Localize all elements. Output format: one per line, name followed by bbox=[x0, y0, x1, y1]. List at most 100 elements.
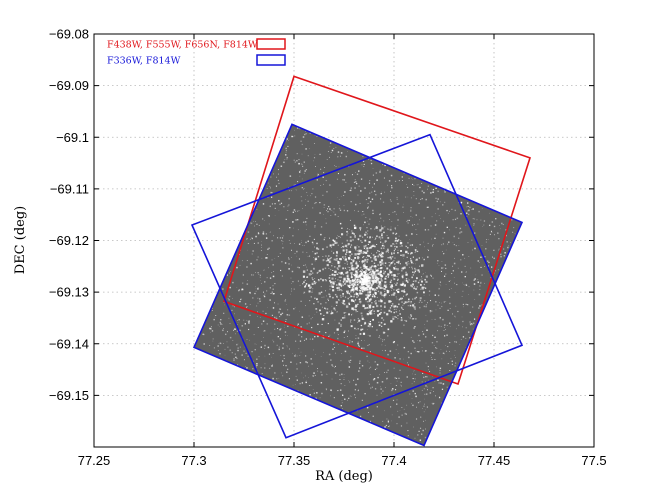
star bbox=[269, 186, 271, 187]
star bbox=[426, 406, 428, 408]
star bbox=[264, 293, 266, 295]
star bbox=[439, 367, 442, 370]
star bbox=[419, 401, 421, 403]
star bbox=[411, 244, 414, 246]
cluster-star bbox=[336, 311, 338, 313]
cluster-star bbox=[370, 310, 372, 313]
star bbox=[353, 319, 356, 321]
star bbox=[358, 246, 360, 248]
star bbox=[272, 275, 275, 278]
star bbox=[440, 325, 442, 327]
star bbox=[305, 305, 306, 307]
star bbox=[408, 364, 410, 366]
cluster-star bbox=[381, 234, 383, 237]
star bbox=[359, 302, 361, 304]
star bbox=[406, 422, 408, 424]
star bbox=[302, 221, 305, 223]
star bbox=[328, 205, 330, 208]
star bbox=[350, 187, 352, 189]
cluster-star bbox=[405, 261, 408, 265]
cluster-star bbox=[352, 279, 355, 282]
cluster-star bbox=[327, 259, 330, 262]
star bbox=[467, 210, 469, 212]
cluster-star bbox=[333, 274, 336, 277]
star bbox=[473, 279, 475, 281]
footprint-blue-1 bbox=[192, 123, 524, 447]
x-tick-label: 77.4 bbox=[381, 453, 406, 468]
cluster-star bbox=[365, 294, 367, 296]
star bbox=[325, 210, 327, 211]
cluster-star bbox=[323, 314, 325, 317]
star bbox=[272, 292, 275, 295]
star bbox=[291, 190, 293, 192]
star bbox=[369, 201, 372, 203]
cluster-star bbox=[360, 251, 363, 254]
star bbox=[362, 251, 364, 253]
star bbox=[274, 372, 276, 374]
star bbox=[298, 267, 300, 269]
cluster-star bbox=[378, 253, 381, 256]
star bbox=[458, 324, 460, 326]
cluster-star bbox=[411, 266, 413, 268]
star bbox=[223, 302, 225, 304]
star bbox=[285, 218, 287, 220]
star bbox=[237, 349, 239, 352]
star bbox=[329, 237, 331, 239]
cluster-star bbox=[347, 242, 350, 246]
star bbox=[335, 166, 337, 167]
star bbox=[373, 262, 376, 264]
star bbox=[485, 248, 487, 250]
star bbox=[367, 360, 369, 362]
cluster-star bbox=[367, 295, 369, 297]
cluster-star bbox=[368, 282, 372, 285]
star bbox=[369, 180, 371, 182]
star bbox=[425, 272, 426, 273]
star bbox=[351, 174, 353, 176]
cluster-star bbox=[383, 311, 386, 314]
star bbox=[257, 326, 259, 328]
star bbox=[305, 221, 307, 223]
star bbox=[449, 296, 451, 298]
star bbox=[440, 285, 442, 287]
star bbox=[215, 314, 217, 316]
star bbox=[362, 236, 364, 238]
star bbox=[337, 297, 338, 299]
star bbox=[322, 334, 324, 337]
cluster-star bbox=[360, 324, 363, 327]
cluster-star bbox=[383, 247, 385, 249]
star bbox=[249, 291, 251, 294]
star bbox=[344, 256, 347, 258]
cluster-star bbox=[410, 284, 413, 287]
star bbox=[320, 356, 322, 357]
star bbox=[406, 301, 408, 303]
star bbox=[317, 175, 319, 177]
star bbox=[292, 221, 294, 223]
cluster-star bbox=[399, 263, 401, 265]
star bbox=[428, 369, 429, 371]
cluster-star bbox=[407, 300, 410, 303]
star bbox=[300, 331, 303, 333]
cluster-star bbox=[352, 283, 355, 285]
star bbox=[329, 184, 331, 186]
star bbox=[227, 298, 229, 300]
star bbox=[461, 296, 463, 297]
cluster-star bbox=[317, 279, 320, 282]
star bbox=[303, 245, 305, 246]
cluster-star bbox=[340, 236, 341, 238]
star bbox=[407, 351, 409, 353]
star bbox=[442, 383, 445, 385]
star bbox=[372, 378, 375, 381]
cluster-star bbox=[375, 278, 378, 281]
star bbox=[339, 374, 341, 376]
star bbox=[465, 272, 467, 273]
cluster-star bbox=[343, 282, 345, 284]
star bbox=[252, 297, 254, 299]
cluster-star bbox=[347, 274, 349, 276]
star bbox=[412, 183, 414, 185]
star bbox=[354, 179, 356, 181]
star bbox=[412, 179, 414, 180]
cluster-star bbox=[311, 273, 313, 275]
cluster-star bbox=[387, 276, 389, 278]
cluster-star bbox=[407, 261, 409, 263]
star bbox=[491, 266, 493, 268]
